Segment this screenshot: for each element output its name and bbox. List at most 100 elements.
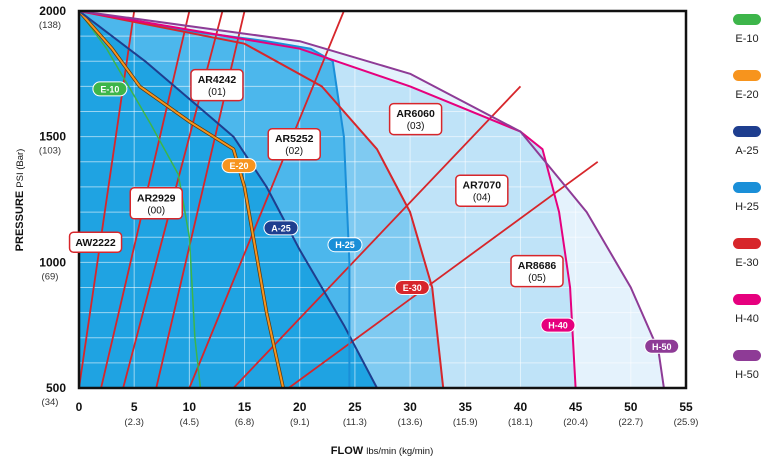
series-label-text: E-10 bbox=[100, 84, 119, 94]
x-tick-label: 35 bbox=[459, 400, 473, 414]
y-tick-sublabel: (34) bbox=[42, 397, 59, 408]
series-line-e-30 bbox=[79, 11, 445, 388]
x-tick-label: 45 bbox=[569, 400, 583, 414]
pump-label-code: (01) bbox=[208, 87, 226, 98]
pump-label-ar2929: AR2929(00) bbox=[129, 187, 184, 220]
x-tick-sublabel: (20.4) bbox=[563, 417, 588, 428]
series-label-e-30: E-30 bbox=[394, 279, 430, 295]
pump-label-code: (03) bbox=[407, 121, 425, 132]
legend-label: H-40 bbox=[735, 313, 759, 325]
x-tick-label: 55 bbox=[679, 400, 693, 414]
y-tick-label: 500 bbox=[46, 381, 66, 395]
pump-label-name: AR4242 bbox=[198, 74, 237, 86]
series-line-e-10 bbox=[79, 11, 202, 388]
series-label-e-20: E-20 bbox=[221, 158, 257, 174]
legend-label: A-25 bbox=[735, 145, 758, 157]
pump-label-code: (05) bbox=[528, 273, 546, 284]
legend-item-h-25: H-25 bbox=[733, 182, 761, 213]
series-label-text: H-25 bbox=[335, 240, 355, 250]
x-axis-title: FLOW lbs/min (kg/min) bbox=[331, 445, 434, 457]
x-tick-label: 15 bbox=[238, 400, 252, 414]
x-tick-label: 10 bbox=[183, 400, 197, 414]
legend-swatch bbox=[733, 182, 761, 193]
series-line-h-40 bbox=[79, 11, 577, 388]
x-tick-sublabel: (22.7) bbox=[618, 417, 643, 428]
pump-label-name: AR2929 bbox=[137, 192, 176, 204]
legend-swatch bbox=[733, 126, 761, 137]
series-label-text: H-40 bbox=[548, 321, 568, 331]
legend-item-a-25: A-25 bbox=[733, 126, 761, 157]
series-label-h-25: H-25 bbox=[327, 237, 363, 253]
legend-label: E-10 bbox=[735, 33, 758, 45]
x-tick-sublabel: (13.6) bbox=[398, 417, 423, 428]
pump-label-code: (02) bbox=[285, 146, 303, 157]
x-tick-label: 5 bbox=[131, 400, 138, 414]
y-tick-sublabel: (138) bbox=[39, 20, 61, 31]
y-tick-label: 2000 bbox=[39, 4, 66, 18]
x-tick-sublabel: (4.5) bbox=[180, 417, 200, 428]
series-label-h-50: H-50 bbox=[644, 338, 680, 354]
x-tick-label: 30 bbox=[403, 400, 417, 414]
x-tick-sublabel: (11.3) bbox=[343, 417, 367, 428]
series-label-text: E-20 bbox=[230, 161, 249, 171]
x-tick-sublabel: (25.9) bbox=[674, 417, 699, 428]
pump-line-aw2222 bbox=[79, 11, 136, 388]
y-axis-ticks: 2000 (138) 1500 (103) 1000 (69) 500 (34) bbox=[39, 4, 66, 408]
pump-label-code: (04) bbox=[473, 193, 491, 204]
legend-item-e-20: E-20 bbox=[733, 70, 761, 101]
series-label-text: H-50 bbox=[652, 342, 672, 352]
series-label-e-10: E-10 bbox=[92, 81, 128, 97]
pump-label-aw2222: AW2222 bbox=[68, 231, 123, 253]
pump-label-name: AR5252 bbox=[275, 133, 314, 145]
series-label-text: E-30 bbox=[403, 283, 422, 293]
series-label-a-25: A-25 bbox=[263, 220, 299, 236]
x-tick-label: 0 bbox=[76, 400, 83, 414]
x-tick-sublabel: (15.9) bbox=[453, 417, 478, 428]
legend-label: E-30 bbox=[735, 257, 758, 269]
pump-line-ar6060 bbox=[188, 11, 345, 388]
legend-item-e-10: E-10 bbox=[733, 14, 761, 45]
y-tick-label: 1000 bbox=[39, 255, 66, 269]
series-label-h-40: H-40 bbox=[540, 317, 576, 333]
legend-label: H-50 bbox=[735, 369, 759, 381]
legend-item-e-30: E-30 bbox=[733, 238, 761, 269]
legend-label: E-20 bbox=[735, 89, 758, 101]
legend-label: H-25 bbox=[735, 201, 759, 213]
pump-label-ar4242: AR4242(01) bbox=[190, 68, 244, 102]
y-tick-label: 1500 bbox=[39, 130, 66, 144]
pump-label-code: (00) bbox=[147, 205, 165, 216]
x-tick-sublabel: (2.3) bbox=[124, 417, 144, 428]
pump-label-ar8686: AR8686(05) bbox=[510, 254, 564, 288]
series-labels: E-10 E-20 A-25 H-25 E-30 H-40 H-50 bbox=[92, 81, 680, 354]
legend-item-h-40: H-40 bbox=[733, 294, 761, 325]
legend-item-h-50: H-50 bbox=[733, 350, 761, 381]
y-axis-title: PRESSURE PSI (Bar) bbox=[14, 149, 26, 252]
y-tick-sublabel: (69) bbox=[42, 271, 59, 282]
plot-frame bbox=[77, 9, 688, 390]
x-tick-sublabel: (9.1) bbox=[290, 417, 310, 428]
y-tick-sublabel: (103) bbox=[39, 146, 61, 157]
pump-line-ar7070 bbox=[232, 85, 522, 388]
pump-label-name: AR6060 bbox=[396, 108, 435, 120]
x-tick-label: 25 bbox=[348, 400, 362, 414]
x-tick-label: 20 bbox=[293, 400, 307, 414]
legend-swatch bbox=[733, 14, 761, 25]
pump-label-ar7070: AR7070(04) bbox=[455, 174, 509, 207]
pump-label-name: AR8686 bbox=[518, 260, 557, 272]
x-tick-sublabel: (6.8) bbox=[235, 417, 255, 428]
legend-swatch bbox=[733, 238, 761, 249]
legend-swatch bbox=[733, 294, 761, 305]
x-tick-sublabel: (18.1) bbox=[508, 417, 533, 428]
pump-label-name: AR7070 bbox=[463, 180, 502, 192]
pump-label-ar6060: AR6060(03) bbox=[388, 102, 443, 136]
series-label-text: A-25 bbox=[271, 223, 291, 233]
pump-labels: AW2222 AR2929(00) AR4242(01) AR5252(02) AR60… bbox=[68, 68, 564, 288]
legend-swatch bbox=[733, 70, 761, 81]
performance-regions bbox=[79, 11, 664, 388]
region-a-25 bbox=[79, 11, 377, 388]
x-tick-label: 40 bbox=[514, 400, 528, 414]
legend-swatch bbox=[733, 350, 761, 361]
x-axis-ticks: 0 5 (2.3) 10 (4.5) 15 (6.8) 20 (9.1) 25 (11.3) 30 (1… bbox=[76, 400, 699, 428]
pump-line-ar8686 bbox=[288, 161, 599, 388]
